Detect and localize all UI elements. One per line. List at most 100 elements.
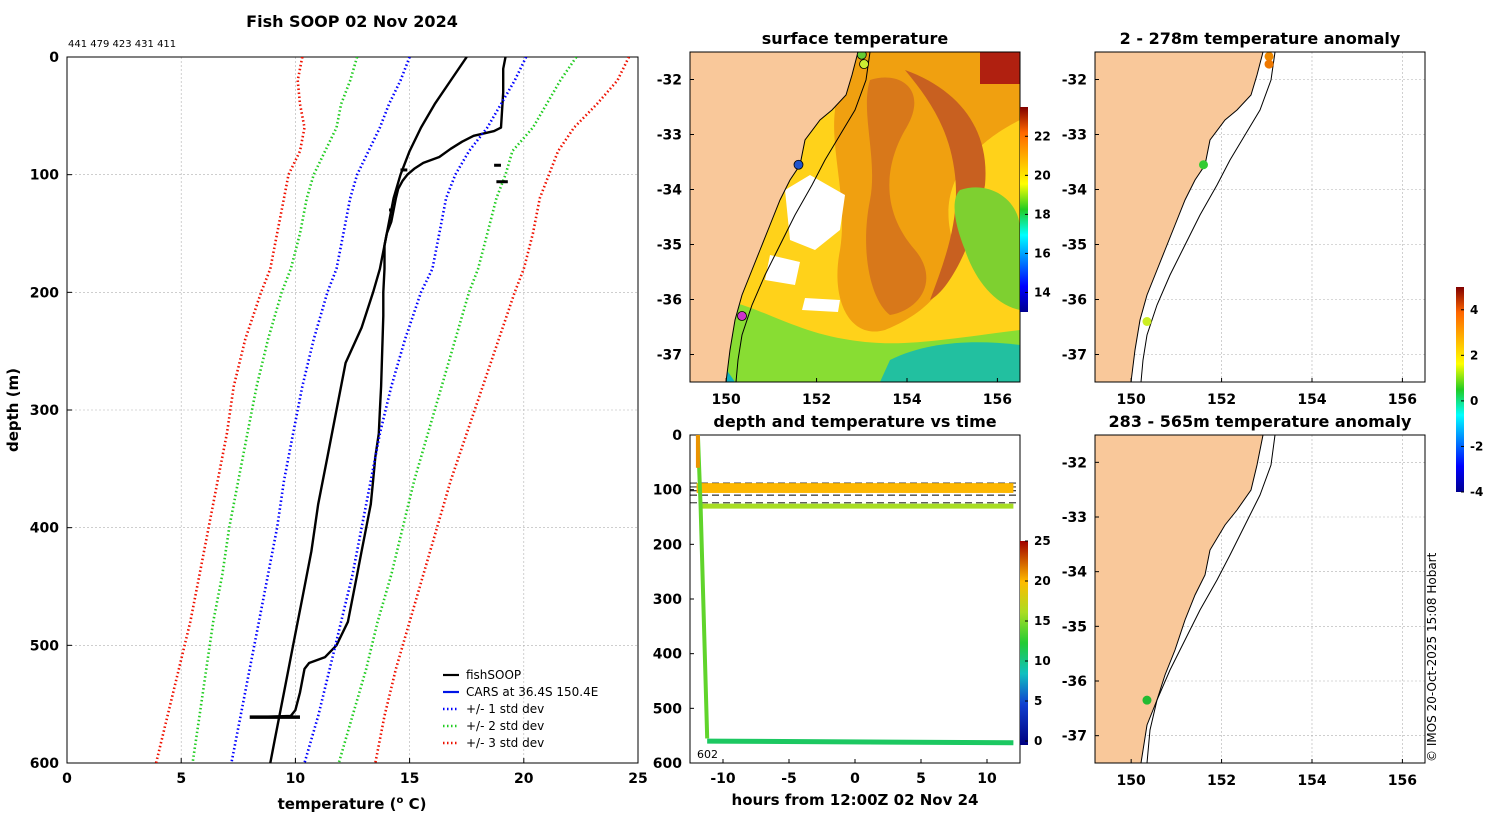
anomaly-shallow-y-tick-label: -36 xyxy=(1062,293,1087,309)
sst-colorbar-tick-label: 18 xyxy=(1034,207,1051,221)
profile-series-std1-lo xyxy=(230,57,411,763)
depth-time-x-tick-label: 0 xyxy=(850,771,860,787)
depth-time-panel: depth and temperature vs time -10 -5 0 5 100… xyxy=(653,412,1051,809)
profile-series-fishsoop xyxy=(256,57,507,719)
profile-x-tick-label: 25 xyxy=(628,771,647,787)
anomaly-shallow-x-tick-label: 154 xyxy=(1297,392,1326,408)
anomaly-colorbar: 4 2 0 -2 -4 xyxy=(1456,287,1483,499)
anomaly-deep-points xyxy=(1142,695,1152,705)
depth-time-title: depth and temperature vs time xyxy=(713,412,996,431)
legend-label-std3: +/- 3 std dev xyxy=(466,736,544,750)
depth-time-y-tick-label: 600 xyxy=(653,756,682,772)
sst-marker xyxy=(737,311,747,321)
profile-series-std3-lo xyxy=(154,57,306,763)
profile-y-label: depth (m) xyxy=(4,368,22,452)
legend-label-std1: +/- 1 std dev xyxy=(466,702,544,716)
anomaly-colorbar-tick-label: 2 xyxy=(1470,348,1478,362)
depth-time-y-tick-label: 300 xyxy=(653,592,682,608)
anomaly-shallow-point xyxy=(1198,160,1208,170)
profile-legend: fishSOOP CARS at 36.4S 150.4E +/- 1 std … xyxy=(443,668,598,750)
anomaly-deep-y-tick-label: -37 xyxy=(1062,729,1087,745)
sst-ticks: 150 152 154 156 -32 -33 -34 -35 -36 -37 xyxy=(657,73,1012,409)
profile-x-tick-label: 0 xyxy=(62,771,72,787)
depth-time-x-tick-label: -5 xyxy=(781,771,797,787)
anomaly-shallow-y-tick-label: -32 xyxy=(1062,73,1087,89)
anomaly-colorbar-tick-label: -2 xyxy=(1470,439,1483,453)
sst-coastline xyxy=(725,52,859,382)
anomaly-deep-x-tick-label: 154 xyxy=(1297,773,1326,789)
anomaly-deep-x-tick-label: 156 xyxy=(1388,773,1417,789)
depth-time-x-label: hours from 12:00Z 02 Nov 24 xyxy=(732,791,979,809)
anomaly-deep-contour xyxy=(1146,434,1276,764)
sst-markers xyxy=(737,52,869,321)
profile-panel: Fish SOOP 02 Nov 2024 441 479 423 431 41… xyxy=(4,12,648,813)
depth-time-x-tick-label: 5 xyxy=(916,771,926,787)
anomaly-shallow-x-tick-label: 150 xyxy=(1117,392,1146,408)
profile-y-tick-label: 200 xyxy=(30,285,59,301)
imos-credit: © IMOS 20-Oct-2025 15:08 Hobart xyxy=(1425,552,1439,762)
profile-series-std2-hi xyxy=(337,57,578,763)
sst-x-tick-label: 156 xyxy=(983,392,1012,408)
depth-time-descent xyxy=(695,434,710,739)
legend-label-cars: CARS at 36.4S 150.4E xyxy=(466,685,598,699)
anomaly-colorbar-ramp xyxy=(1456,287,1464,492)
depth-time-deep-logger xyxy=(707,738,1014,746)
profile-x-ticks: 0 5 10 15 20 25 xyxy=(62,758,648,787)
sst-title: surface temperature xyxy=(762,29,949,48)
profile-series-std3-hi xyxy=(374,57,631,763)
depth-time-series xyxy=(695,434,1014,746)
anomaly-colorbar-ticks: 4 2 0 -2 -4 xyxy=(1461,303,1483,499)
sst-colorbar-tick-label: 22 xyxy=(1034,129,1051,143)
anomaly-deep-point xyxy=(1142,695,1152,705)
profile-y-tick-label: 500 xyxy=(30,638,59,654)
anomaly-deep-axes-box xyxy=(1094,434,1426,764)
profile-x-label-head: temperature ( xyxy=(278,795,397,813)
anomaly-shallow-y-tick-label: -34 xyxy=(1062,183,1088,199)
anomaly-shallow-point xyxy=(1142,317,1152,326)
sst-colorbar xyxy=(1020,107,1028,312)
sst-colorbar-tick-label: 20 xyxy=(1034,168,1051,182)
anomaly-shallow-x-tick-label: 156 xyxy=(1388,392,1417,408)
depth-time-colorbar-ticks: 0 5 10 15 20 25 xyxy=(1025,534,1051,748)
anomaly-shallow-title: 2 - 278m temperature anomaly xyxy=(1120,29,1401,48)
profile-x-label-sup: o xyxy=(396,795,403,806)
anomaly-colorbar-tick-label: 4 xyxy=(1470,303,1478,317)
anomaly-deep-y-tick-label: -36 xyxy=(1062,674,1087,690)
anomaly-shallow-land xyxy=(1095,52,1263,382)
anomaly-shallow-contour xyxy=(1140,51,1276,383)
anomaly-deep-x-tick-label: 152 xyxy=(1207,773,1236,789)
sst-x-tick-label: 154 xyxy=(892,392,921,408)
depth-time-y-tick-label: 400 xyxy=(653,647,682,663)
sst-x-tick-label: 152 xyxy=(802,392,831,408)
anomaly-shallow-coastline xyxy=(1130,51,1264,383)
depth-time-y-tick-label: 200 xyxy=(653,537,682,553)
anomaly-shallow-point xyxy=(1264,59,1274,69)
sst-y-tick-label: -35 xyxy=(657,238,682,254)
profile-series xyxy=(154,57,631,763)
depth-time-colorbar xyxy=(1020,541,1028,745)
anomaly-shallow-panel: 2 - 278m temperature anomaly 150 152 154 15… xyxy=(1062,29,1426,408)
depth-time-colorbar-tick-label: 10 xyxy=(1034,654,1051,668)
sst-warm-core xyxy=(866,77,927,315)
sst-colorbar-tick-label: 14 xyxy=(1034,285,1051,299)
depth-time-colorbar-tick-label: 20 xyxy=(1034,574,1051,588)
anomaly-deep-y-tick-label: -35 xyxy=(1062,619,1087,635)
sst-x-tick-label: 150 xyxy=(712,392,741,408)
sst-y-tick-label: -36 xyxy=(657,293,682,309)
sst-land xyxy=(690,52,858,382)
depth-time-y-tick-label: 0 xyxy=(672,428,682,444)
anomaly-deep-title: 283 - 565m temperature anomaly xyxy=(1109,412,1412,431)
profile-series-std2-lo xyxy=(191,57,359,763)
sst-marker xyxy=(859,59,869,69)
depth-time-colorbar-tick-label: 5 xyxy=(1034,694,1042,708)
depth-time-y-tick-label: 500 xyxy=(653,701,682,717)
anomaly-colorbar-tick-label: -4 xyxy=(1470,485,1483,499)
sst-shelf-contour xyxy=(735,52,871,382)
anomaly-colorbar-tick-label: 0 xyxy=(1470,394,1478,408)
sst-colorbar-tick-label: 16 xyxy=(1034,246,1051,260)
profile-x-tick-label: 15 xyxy=(400,771,419,787)
anomaly-shallow-x-tick-label: 152 xyxy=(1207,392,1236,408)
sst-marker xyxy=(793,159,804,170)
anomaly-deep-y-tick-label: -33 xyxy=(1062,510,1087,526)
